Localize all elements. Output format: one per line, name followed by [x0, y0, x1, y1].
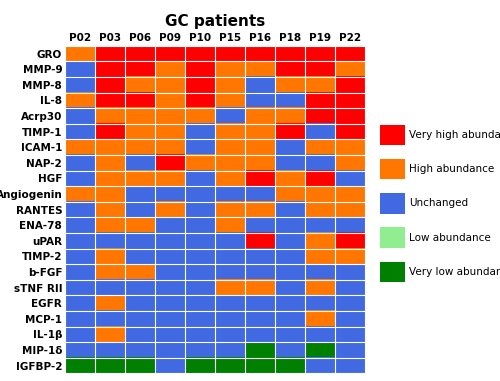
- Bar: [380, 193, 405, 214]
- Bar: [380, 262, 405, 282]
- Bar: [380, 125, 405, 145]
- Bar: [380, 227, 405, 248]
- Bar: [380, 159, 405, 179]
- Text: Very low abundance: Very low abundance: [409, 267, 500, 277]
- Text: Very high abundance: Very high abundance: [409, 130, 500, 140]
- Text: Low abundance: Low abundance: [409, 233, 490, 243]
- Text: Unchanged: Unchanged: [409, 199, 468, 208]
- Title: GC patients: GC patients: [165, 14, 265, 29]
- Text: High abundance: High abundance: [409, 164, 494, 174]
